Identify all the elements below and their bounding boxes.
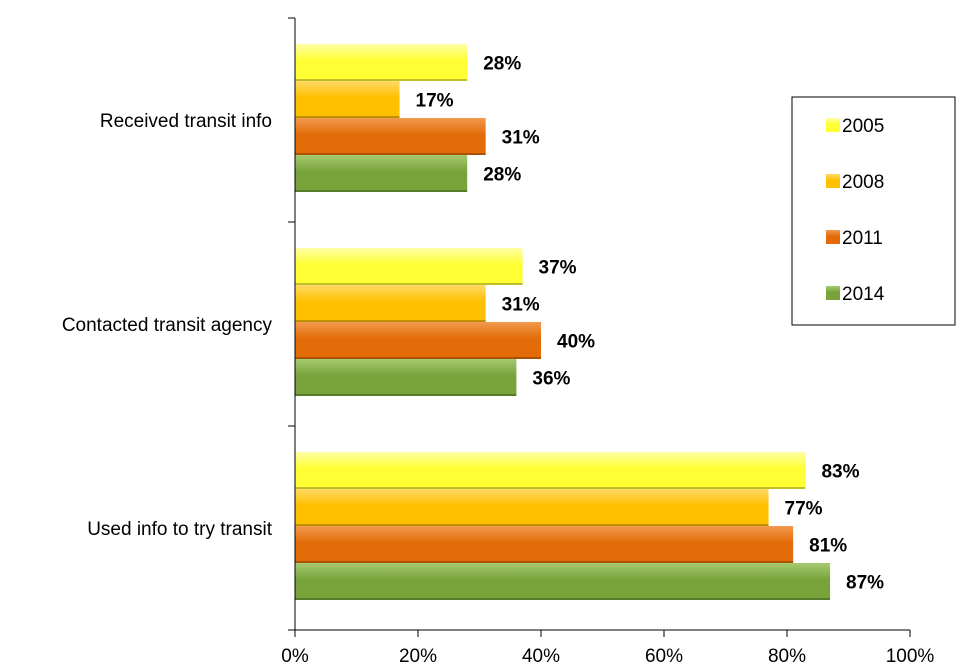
bar-shadow	[295, 283, 523, 285]
bar-2014-0	[295, 155, 468, 192]
x-tick-label: 40%	[522, 646, 560, 667]
x-axis-ticks: 0% 20% 40% 60% 80% 100%	[281, 630, 934, 667]
bar-shadow	[295, 357, 541, 359]
category-label: Contacted transit agency	[62, 315, 273, 336]
data-label: 31%	[502, 295, 540, 316]
axes	[288, 17, 910, 631]
bar-2005-1	[295, 248, 523, 285]
category-label: Received transit info	[100, 111, 272, 132]
legend: 2005 2008 2011 2014	[791, 96, 956, 326]
bar-shadow	[295, 116, 400, 118]
x-tick-label: 20%	[399, 646, 437, 667]
bar-2008-2	[295, 489, 769, 526]
bar-shadow	[295, 79, 468, 81]
x-tick-label: 0%	[281, 646, 309, 667]
bar-2005-2	[295, 452, 806, 489]
bars-layer	[295, 44, 831, 600]
x-tick-label: 100%	[886, 646, 935, 667]
legend-label-2005: 2005	[842, 116, 884, 137]
data-label: 17%	[416, 91, 454, 112]
bar-2011-1	[295, 322, 541, 359]
bar-2014-1	[295, 359, 517, 396]
legend-box	[791, 96, 956, 326]
bar-shadow	[295, 487, 806, 489]
bar-shadow	[295, 524, 769, 526]
bar-shadow	[295, 153, 486, 155]
bar-2008-1	[295, 285, 486, 322]
legend-swatch-2005	[826, 118, 840, 132]
bar-shadow	[295, 561, 794, 563]
legend-label-2011: 2011	[842, 228, 883, 249]
data-label: 28%	[483, 54, 521, 75]
bar-2014-2	[295, 563, 831, 600]
x-tick-label: 60%	[645, 646, 683, 667]
data-label: 31%	[502, 128, 540, 149]
legend-label-2014: 2014	[842, 284, 885, 305]
bar-shadow	[295, 598, 831, 600]
data-label: 77%	[785, 499, 823, 520]
data-label: 83%	[821, 462, 859, 483]
bar-shadow	[295, 320, 486, 322]
legend-swatch-2014	[826, 286, 840, 300]
legend-swatch-2008	[826, 174, 840, 188]
bar-2011-2	[295, 526, 794, 563]
bar-shadow	[295, 394, 517, 396]
legend-swatch-2011	[826, 230, 840, 244]
data-label: 37%	[539, 258, 577, 279]
data-label: 81%	[809, 536, 847, 557]
bar-shadow	[295, 190, 468, 192]
data-labels-layer: 28% 17% 31% 28% 37% 31% 40% 36% 83% 77% 81% 87%	[416, 54, 885, 594]
bar-2005-0	[295, 44, 468, 81]
legend-label-2008: 2008	[842, 172, 884, 193]
data-label: 40%	[557, 332, 595, 353]
category-label: Used info to try transit	[87, 519, 273, 540]
data-label: 28%	[483, 165, 521, 186]
data-label: 87%	[846, 573, 884, 594]
x-tick-label: 80%	[768, 646, 806, 667]
bar-2011-0	[295, 118, 486, 155]
category-labels: Received transit info Contacted transit a…	[62, 111, 273, 540]
bar-2008-0	[295, 81, 400, 118]
data-label: 36%	[532, 369, 570, 390]
